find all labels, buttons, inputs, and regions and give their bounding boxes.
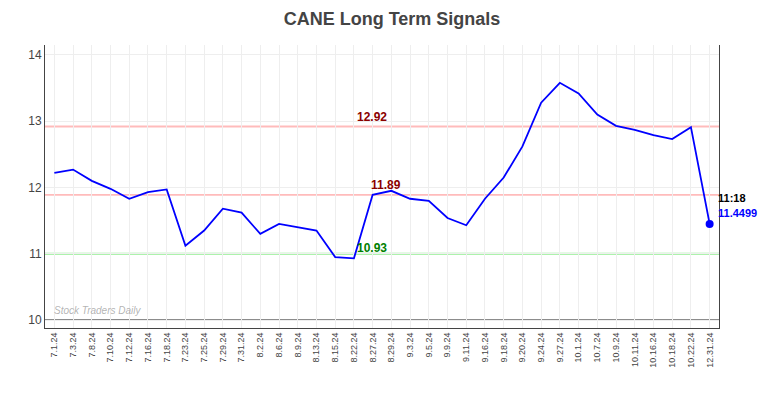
svg-text:8.27.24: 8.27.24	[368, 333, 378, 363]
svg-text:8.22.24: 8.22.24	[349, 333, 359, 363]
svg-text:11:18: 11:18	[718, 192, 746, 204]
svg-text:9.3.24: 9.3.24	[405, 333, 415, 358]
svg-text:11: 11	[29, 247, 42, 261]
svg-text:11.4499: 11.4499	[718, 207, 757, 219]
svg-text:7.23.24: 7.23.24	[180, 333, 190, 363]
svg-text:7.12.24: 7.12.24	[124, 333, 134, 363]
svg-text:9.9.24: 9.9.24	[442, 333, 452, 358]
svg-text:10.11.24: 10.11.24	[630, 333, 640, 367]
svg-text:12.31.24: 12.31.24	[705, 333, 715, 368]
svg-text:7.29.24: 7.29.24	[218, 333, 228, 363]
svg-text:8.13.24: 8.13.24	[311, 333, 321, 363]
svg-text:9.18.24: 9.18.24	[499, 333, 509, 363]
svg-text:8.2.24: 8.2.24	[255, 333, 265, 358]
svg-text:7.8.24: 7.8.24	[87, 333, 97, 358]
svg-text:12: 12	[28, 181, 42, 195]
svg-text:9.5.24: 9.5.24	[424, 333, 434, 358]
svg-text:7.3.24: 7.3.24	[68, 333, 78, 358]
svg-text:7.18.24: 7.18.24	[162, 333, 172, 363]
svg-text:10.22.24: 10.22.24	[686, 333, 696, 368]
svg-text:8.6.24: 8.6.24	[274, 333, 284, 358]
svg-text:12.92: 12.92	[357, 110, 387, 124]
svg-text:10: 10	[28, 313, 42, 327]
svg-text:9.27.24: 9.27.24	[555, 333, 565, 363]
svg-text:8.29.24: 8.29.24	[386, 333, 396, 363]
svg-text:10.16.24: 10.16.24	[648, 333, 658, 368]
svg-text:8.9.24: 8.9.24	[293, 333, 303, 358]
svg-text:7.16.24: 7.16.24	[143, 333, 153, 363]
svg-text:11.89: 11.89	[371, 178, 401, 192]
svg-text:10.7.24: 10.7.24	[592, 333, 602, 363]
svg-text:9.24.24: 9.24.24	[536, 333, 546, 363]
svg-text:8.15.24: 8.15.24	[330, 333, 340, 363]
svg-text:CANE Long Term Signals: CANE Long Term Signals	[284, 9, 501, 29]
svg-text:9.16.24: 9.16.24	[480, 333, 490, 363]
svg-text:14: 14	[28, 48, 42, 62]
svg-text:13: 13	[28, 114, 42, 128]
svg-text:10.18.24: 10.18.24	[667, 333, 677, 368]
svg-text:9.20.24: 9.20.24	[517, 333, 527, 363]
svg-text:10.1.24: 10.1.24	[574, 333, 584, 363]
svg-text:7.25.24: 7.25.24	[199, 333, 209, 363]
svg-text:7.10.24: 7.10.24	[105, 333, 115, 363]
svg-text:Stock Traders Daily: Stock Traders Daily	[54, 305, 142, 316]
svg-text:7.1.24: 7.1.24	[49, 333, 59, 358]
svg-text:9.11.24: 9.11.24	[461, 333, 471, 362]
svg-text:10.9.24: 10.9.24	[611, 333, 621, 363]
svg-text:7.31.24: 7.31.24	[237, 333, 247, 363]
svg-text:10.93: 10.93	[357, 241, 387, 255]
